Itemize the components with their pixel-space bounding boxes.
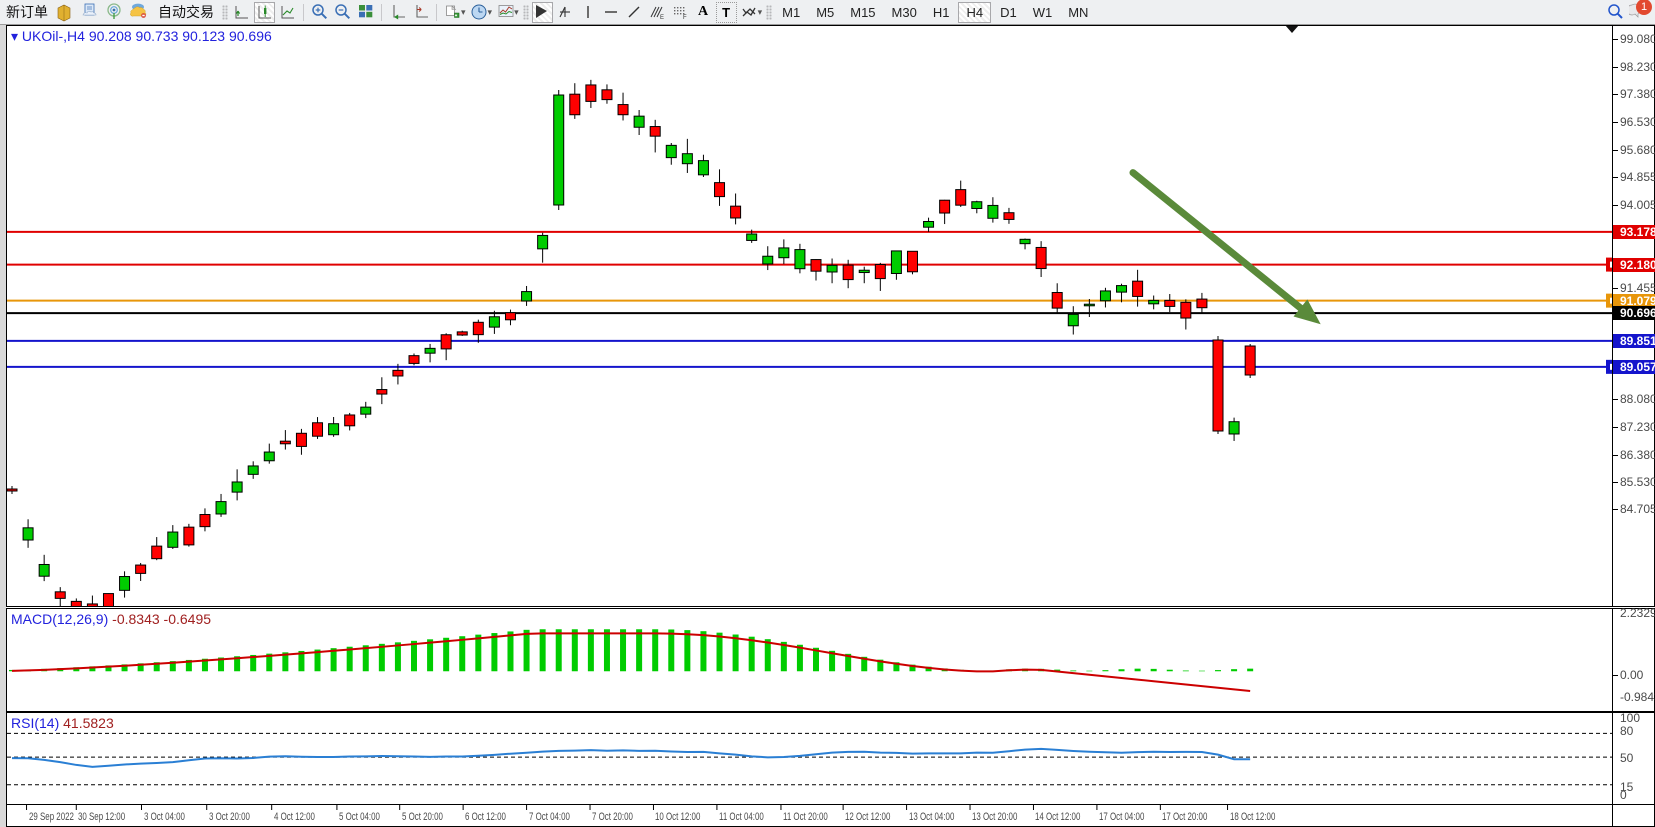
svg-text:F: F [683,15,687,21]
svg-text:E: E [660,15,664,21]
